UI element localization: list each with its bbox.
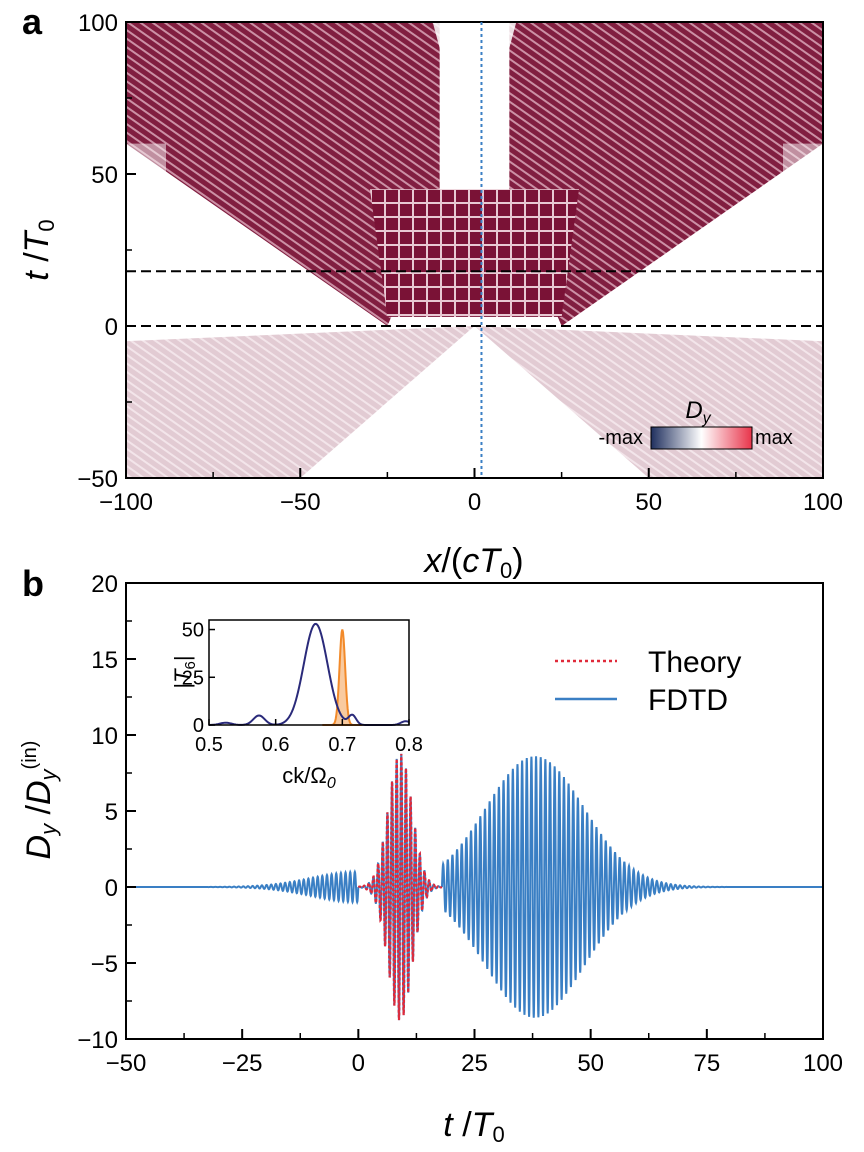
heatmap-xtick-label: 100 — [803, 489, 843, 516]
line-ytick-label: 5 — [105, 799, 118, 826]
heatmap-edge-fade-right — [783, 143, 823, 326]
colorbar-max-label: max — [755, 427, 793, 449]
line-xtick-label: 25 — [461, 1050, 488, 1077]
inset-frame — [208, 619, 410, 726]
line-ytick-label: 15 — [91, 647, 118, 674]
heatmap-ylabel: t /T0 — [18, 219, 59, 280]
line-xtick-label: −50 — [106, 1050, 147, 1077]
colorbar: Dy -max max — [599, 397, 793, 450]
heatmap-ytick-label: −50 — [77, 466, 118, 493]
heatmap-field — [126, 22, 823, 478]
line-xtick-label: 100 — [803, 1050, 843, 1077]
heatmap-xlabel: x/(cT0) — [422, 542, 523, 583]
heatmap-xtick-label: 50 — [635, 489, 662, 516]
heatmap-ytick-label: 50 — [91, 162, 118, 189]
line-ylabel: Dy /Dy(in) — [19, 741, 61, 860]
heatmap-field-right-wedge — [509, 22, 823, 326]
line-xlabel: t /T0 — [443, 1106, 504, 1147]
heatmap-xtick-label: −100 — [99, 489, 153, 516]
inset-ylabel: |T6| — [170, 655, 199, 688]
inset-ytick-label: 25 — [182, 667, 204, 689]
heatmap-interference-zone — [369, 189, 580, 317]
theory-series — [357, 753, 443, 1021]
colorbar-title: Dy — [685, 397, 711, 427]
panel-letter-a: a — [22, 1, 43, 42]
inset-xtick-label: 0.6 — [262, 734, 290, 756]
heatmap-ytick-label: 0 — [105, 314, 118, 341]
inset-xtick-label: 0.8 — [395, 734, 423, 756]
line-ytick-label: −10 — [77, 1027, 118, 1054]
inset-xtick-label: 0.7 — [328, 734, 356, 756]
fdtd-series-segment-0 — [126, 868, 360, 906]
legend-theory-label: Theory — [648, 646, 741, 679]
legend-fdtd-label: FDTD — [648, 684, 728, 717]
heatmap-field-lower-left — [126, 326, 475, 478]
inset-ytick-label: 0 — [193, 715, 204, 737]
colorbar-min-label: -max — [599, 427, 643, 449]
legend: Theory FDTD — [555, 646, 741, 717]
line-ytick-label: 20 — [91, 571, 118, 598]
line-xtick-label: −25 — [222, 1050, 263, 1077]
line-xtick-label: 0 — [352, 1050, 365, 1077]
heatmap-field-left-wedge — [126, 22, 440, 326]
heatmap-ytick-label: 100 — [78, 10, 118, 37]
colorbar-gradient — [650, 426, 753, 450]
line-ytick-label: 10 — [91, 723, 118, 750]
inset-xtick-label: 0.5 — [195, 734, 223, 756]
line-ytick-label: −5 — [91, 951, 118, 978]
heatmap-xtick-label: 0 — [468, 489, 481, 516]
line-ytick-label: 0 — [105, 875, 118, 902]
line-xtick-label: 50 — [577, 1050, 604, 1077]
panel-letter-b: b — [22, 563, 44, 604]
heatmap-cone-gap — [432, 22, 517, 114]
inset-ytick-label: 50 — [182, 620, 204, 642]
fdtd-series-segment-2 — [440, 756, 823, 1018]
line-xtick-label: 75 — [693, 1050, 720, 1077]
heatmap-xtick-label: −50 — [280, 489, 321, 516]
heatmap-edge-fade-left — [126, 143, 166, 326]
